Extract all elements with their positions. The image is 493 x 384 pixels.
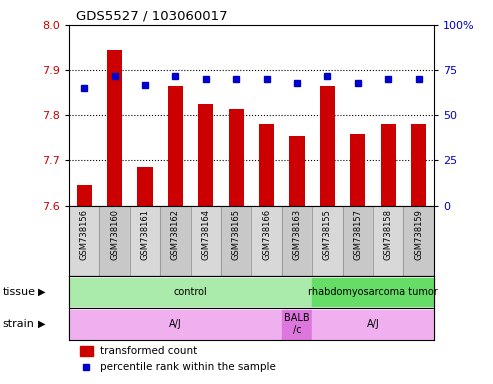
Text: transformed count: transformed count [100, 346, 197, 356]
Text: rhabdomyosarcoma tumor: rhabdomyosarcoma tumor [308, 287, 438, 297]
Bar [69, 206, 100, 276]
Text: GSM738161: GSM738161 [141, 209, 149, 260]
Bar [312, 206, 343, 276]
Text: GSM738155: GSM738155 [323, 209, 332, 260]
Text: GSM738159: GSM738159 [414, 209, 423, 260]
Bar [373, 206, 403, 276]
Text: GSM738158: GSM738158 [384, 209, 393, 260]
Bar [320, 86, 335, 206]
Bar [403, 206, 434, 276]
Bar [138, 167, 153, 206]
Bar [251, 206, 282, 276]
Text: GSM738157: GSM738157 [353, 209, 362, 260]
Bar [130, 206, 160, 276]
Text: GSM738164: GSM738164 [201, 209, 211, 260]
Text: ▶: ▶ [38, 319, 46, 329]
Bar [198, 104, 213, 206]
Bar [259, 124, 274, 206]
Bar [69, 278, 312, 306]
Bar [350, 134, 365, 206]
Text: GSM738165: GSM738165 [232, 209, 241, 260]
Bar [221, 206, 251, 276]
Text: tissue: tissue [2, 287, 35, 297]
Text: A/J: A/J [367, 319, 380, 329]
Text: GDS5527 / 103060017: GDS5527 / 103060017 [76, 9, 228, 22]
Bar [76, 185, 92, 206]
Text: GSM738162: GSM738162 [171, 209, 180, 260]
Text: GSM738160: GSM738160 [110, 209, 119, 260]
Bar [229, 109, 244, 206]
Bar [191, 206, 221, 276]
Text: BALB
/c: BALB /c [284, 313, 310, 335]
Text: GSM738166: GSM738166 [262, 209, 271, 260]
Text: ▶: ▶ [38, 287, 46, 297]
Bar [168, 86, 183, 206]
Bar [100, 206, 130, 276]
Text: strain: strain [2, 319, 35, 329]
Bar [312, 310, 434, 339]
Bar [289, 136, 305, 206]
Bar [69, 310, 282, 339]
Bar [411, 124, 426, 206]
Text: percentile rank within the sample: percentile rank within the sample [100, 362, 276, 372]
Text: control: control [174, 287, 208, 297]
Text: A/J: A/J [169, 319, 182, 329]
Bar [381, 124, 396, 206]
Bar [343, 206, 373, 276]
Bar [282, 310, 312, 339]
Bar [107, 50, 122, 206]
Bar [312, 278, 434, 306]
Text: GSM738163: GSM738163 [292, 209, 302, 260]
Bar [160, 206, 191, 276]
Bar [282, 206, 312, 276]
Text: GSM738156: GSM738156 [80, 209, 89, 260]
Bar [80, 346, 93, 356]
